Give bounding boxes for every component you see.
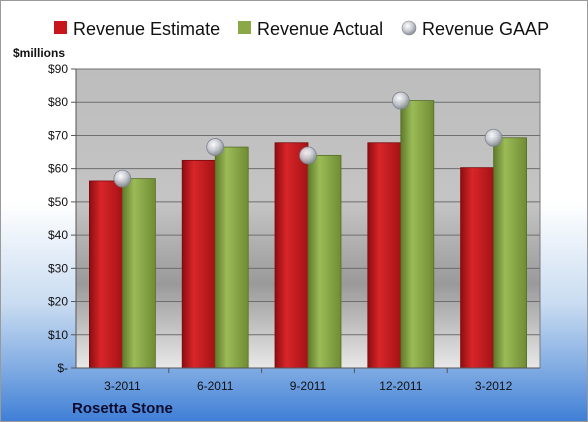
x-axis: 3-2011 6-2011 9-2011 12-2011 3-2012 — [76, 367, 540, 393]
y-tick-label: $70 — [48, 128, 68, 142]
bar-revenue-actual — [214, 146, 249, 369]
y-tick-label: $60 — [48, 162, 68, 176]
bar-revenue-actual — [493, 137, 528, 369]
legend-swatch-estimate — [54, 21, 67, 34]
x-tick-label: 12-2011 — [379, 379, 422, 393]
y-tick-label: $30 — [48, 261, 68, 275]
bar-revenue-actual — [122, 178, 156, 369]
legend-label-gaap: Revenue GAAP — [422, 19, 549, 39]
gaap-marker — [299, 146, 317, 165]
bar-revenue-actual — [307, 154, 342, 369]
gaap-marker — [206, 138, 225, 156]
company-name: Rosetta Stone — [72, 400, 173, 417]
y-tick-label: $40 — [48, 228, 68, 242]
y-axis: $- $10 $20 $30 $40 $50 $60 $70 $80 $90 — [48, 62, 77, 375]
y-tick-label: $20 — [48, 295, 68, 309]
bar-revenue-estimate — [181, 159, 216, 369]
bars — [89, 100, 528, 369]
bar-revenue-estimate — [89, 180, 123, 369]
gaap-markers — [113, 91, 503, 188]
y-tick-label: $80 — [48, 95, 68, 109]
legend: Revenue Estimate Revenue Actual Revenue … — [54, 19, 549, 39]
bar-revenue-actual — [400, 100, 435, 369]
gaap-marker — [391, 91, 410, 110]
legend-swatch-gaap — [401, 20, 417, 36]
gaap-marker — [484, 128, 503, 147]
bar-revenue-estimate — [274, 142, 309, 369]
legend-label-estimate: Revenue Estimate — [73, 19, 220, 39]
y-tick-label: $50 — [48, 195, 68, 209]
x-tick-label: 3-2011 — [104, 379, 141, 393]
y-axis-unit-label: $millions — [13, 46, 65, 60]
x-tick-label: 3-2012 — [475, 379, 513, 393]
x-tick-label: 9-2011 — [290, 379, 327, 393]
x-tick-label: 6-2011 — [197, 379, 234, 393]
bar-revenue-estimate — [367, 142, 402, 369]
legend-swatch-actual — [238, 21, 251, 34]
bar-revenue-estimate — [460, 167, 495, 369]
legend-label-actual: Revenue Actual — [257, 19, 383, 39]
y-tick-label: $90 — [48, 62, 68, 76]
y-tick-label: $- — [57, 361, 68, 375]
gaap-marker — [113, 169, 132, 188]
y-tick-label: $10 — [48, 328, 68, 342]
